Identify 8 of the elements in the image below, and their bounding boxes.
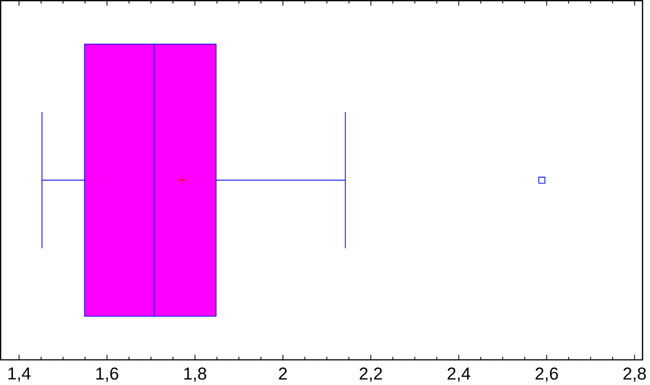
x-tick-label: 2,4 xyxy=(448,367,470,382)
x-tick-label: 2,8 xyxy=(624,367,646,382)
x-tick-label: 2 xyxy=(278,367,287,380)
x-tick-label: 1,8 xyxy=(184,367,206,382)
x-tick-label: 2,6 xyxy=(536,367,558,382)
x-tick-label: 1,6 xyxy=(96,367,118,382)
x-tick-label: 1,4 xyxy=(8,367,31,382)
x-tick-label: 2,2 xyxy=(360,367,382,382)
